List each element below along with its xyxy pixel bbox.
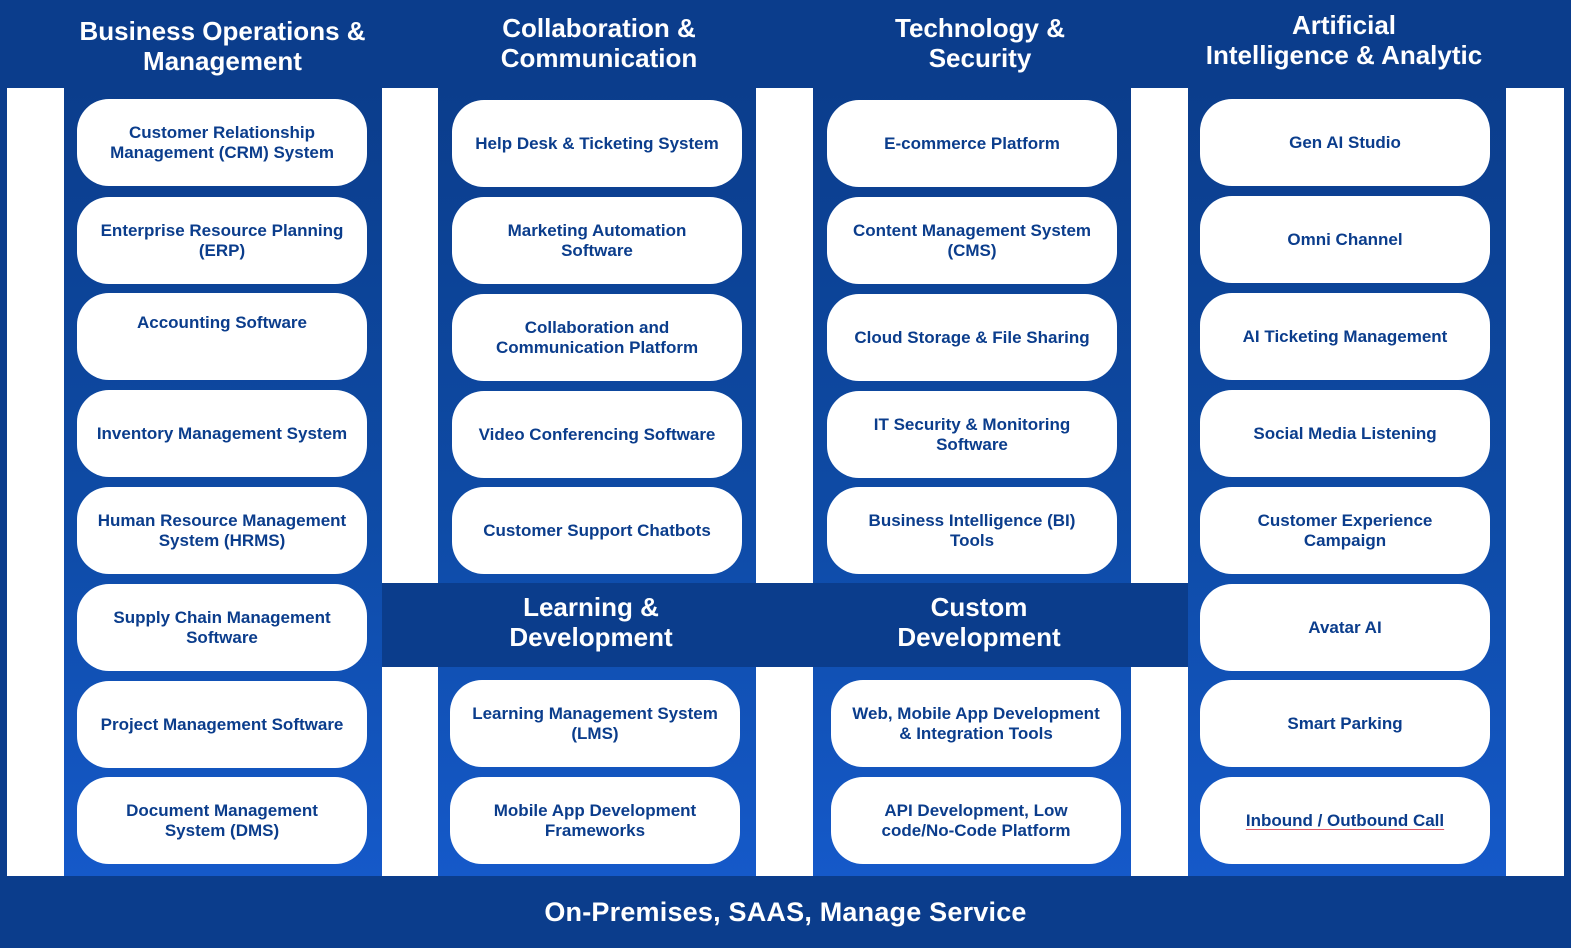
pill-label: Content Management System (CMS)	[852, 220, 1092, 260]
ai-title: Artificial Intelligence & Analytic	[1205, 10, 1483, 70]
pill-project-management: Project Management Software	[77, 681, 367, 768]
pill-bi-tools: Business Intelligence (BI) Tools	[827, 487, 1117, 574]
pill-label: Avatar AI	[1308, 617, 1382, 637]
pill-label: Social Media Listening	[1253, 423, 1437, 443]
pill-label: Customer Relationship Management (CRM) S…	[110, 122, 334, 162]
pill-cx-campaign: Customer Experience Campaign	[1200, 487, 1490, 574]
pill-dms: Document Management System (DMS)	[77, 777, 367, 864]
pill-label: Document Management System (DMS)	[126, 800, 318, 840]
pill-label: Customer Experience Campaign	[1257, 510, 1433, 550]
pill-label: Help Desk & Ticketing System	[475, 133, 719, 153]
pill-supply-chain: Supply Chain Management Software	[77, 584, 367, 671]
pill-inbound-outbound: Inbound / Outbound Call	[1200, 777, 1490, 864]
pill-omni-channel: Omni Channel	[1200, 196, 1490, 283]
pill-label: Omni Channel	[1287, 229, 1403, 249]
pill-cms: Content Management System (CMS)	[827, 197, 1117, 284]
pill-label: Video Conferencing Software	[478, 424, 716, 444]
pill-avatar-ai: Avatar AI	[1200, 584, 1490, 671]
pill-hrms: Human Resource Management System (HRMS)	[77, 487, 367, 574]
pill-gen-ai-studio: Gen AI Studio	[1200, 99, 1490, 186]
pill-label: Human Resource Management System (HRMS)	[97, 510, 347, 550]
pill-label: Smart Parking	[1287, 713, 1403, 733]
pill-it-security: IT Security & Monitoring Software	[827, 391, 1117, 478]
pill-social-listening: Social Media Listening	[1200, 390, 1490, 477]
learning-title: Learning & Development	[509, 592, 673, 652]
pill-ai-ticketing: AI Ticketing Management	[1200, 293, 1490, 380]
pill-label: AI Ticketing Management	[1242, 326, 1448, 346]
pill-label: Enterprise Resource Planning (ERP)	[100, 220, 344, 260]
pill-lms: Learning Management System (LMS)	[450, 680, 740, 767]
pill-label: Accounting Software	[136, 313, 307, 332]
pill-mobile-frameworks: Mobile App Development Frameworks	[450, 777, 740, 864]
collaboration-title: Collaboration & Communication	[500, 13, 698, 73]
business-title: Business Operations & Management	[79, 16, 366, 76]
pill-label: Business Intelligence (BI) Tools	[868, 510, 1076, 550]
pill-label: API Development, Low code/No-Code Platfo…	[881, 800, 1071, 840]
footer-text: On-Premises, SAAS, Manage Service	[544, 896, 1027, 927]
pill-cloud-storage: Cloud Storage & File Sharing	[827, 294, 1117, 381]
pill-erp: Enterprise Resource Planning (ERP)	[77, 197, 367, 284]
pill-smart-parking: Smart Parking	[1200, 680, 1490, 767]
pill-ecommerce: E-commerce Platform	[827, 100, 1117, 187]
pill-label: Collaboration and Communication Platform	[495, 317, 699, 357]
pill-chatbots: Customer Support Chatbots	[452, 487, 742, 574]
custom-title: Custom Development	[897, 592, 1061, 652]
middle-band	[382, 583, 1188, 667]
pill-label: Cloud Storage & File Sharing	[854, 327, 1090, 347]
pill-label: IT Security & Monitoring Software	[873, 414, 1071, 454]
pill-label: Marketing Automation Software	[507, 220, 687, 260]
pill-label: Mobile App Development Frameworks	[493, 800, 697, 840]
pill-label: Web, Mobile App Development & Integratio…	[852, 703, 1100, 743]
pill-inventory: Inventory Management System	[77, 390, 367, 477]
pill-collaboration-platform: Collaboration and Communication Platform	[452, 294, 742, 381]
pill-label: Customer Support Chatbots	[483, 520, 711, 540]
footer-bar: On-Premises, SAAS, Manage Service	[0, 876, 1571, 948]
pill-label: Learning Management System (LMS)	[472, 703, 718, 743]
pill-crm: Customer Relationship Management (CRM) S…	[77, 99, 367, 186]
pill-label: E-commerce Platform	[884, 133, 1060, 153]
pill-label: Project Management Software	[100, 714, 344, 734]
pill-marketing-automation: Marketing Automation Software	[452, 197, 742, 284]
pill-api-low-code: API Development, Low code/No-Code Platfo…	[831, 777, 1121, 864]
pill-label: Gen AI Studio	[1289, 132, 1401, 152]
technology-title: Technology & Security	[895, 13, 1065, 73]
pill-label: Inventory Management System	[96, 423, 348, 443]
pill-video-conferencing: Video Conferencing Software	[452, 391, 742, 478]
pill-accounting: Accounting Software	[77, 293, 367, 380]
header-bar	[0, 0, 1571, 88]
pill-label: Inbound / Outbound Call	[1245, 810, 1445, 830]
pill-web-mobile-dev: Web, Mobile App Development & Integratio…	[831, 680, 1121, 767]
pill-label: Supply Chain Management Software	[113, 607, 331, 647]
pill-help-desk: Help Desk & Ticketing System	[452, 100, 742, 187]
